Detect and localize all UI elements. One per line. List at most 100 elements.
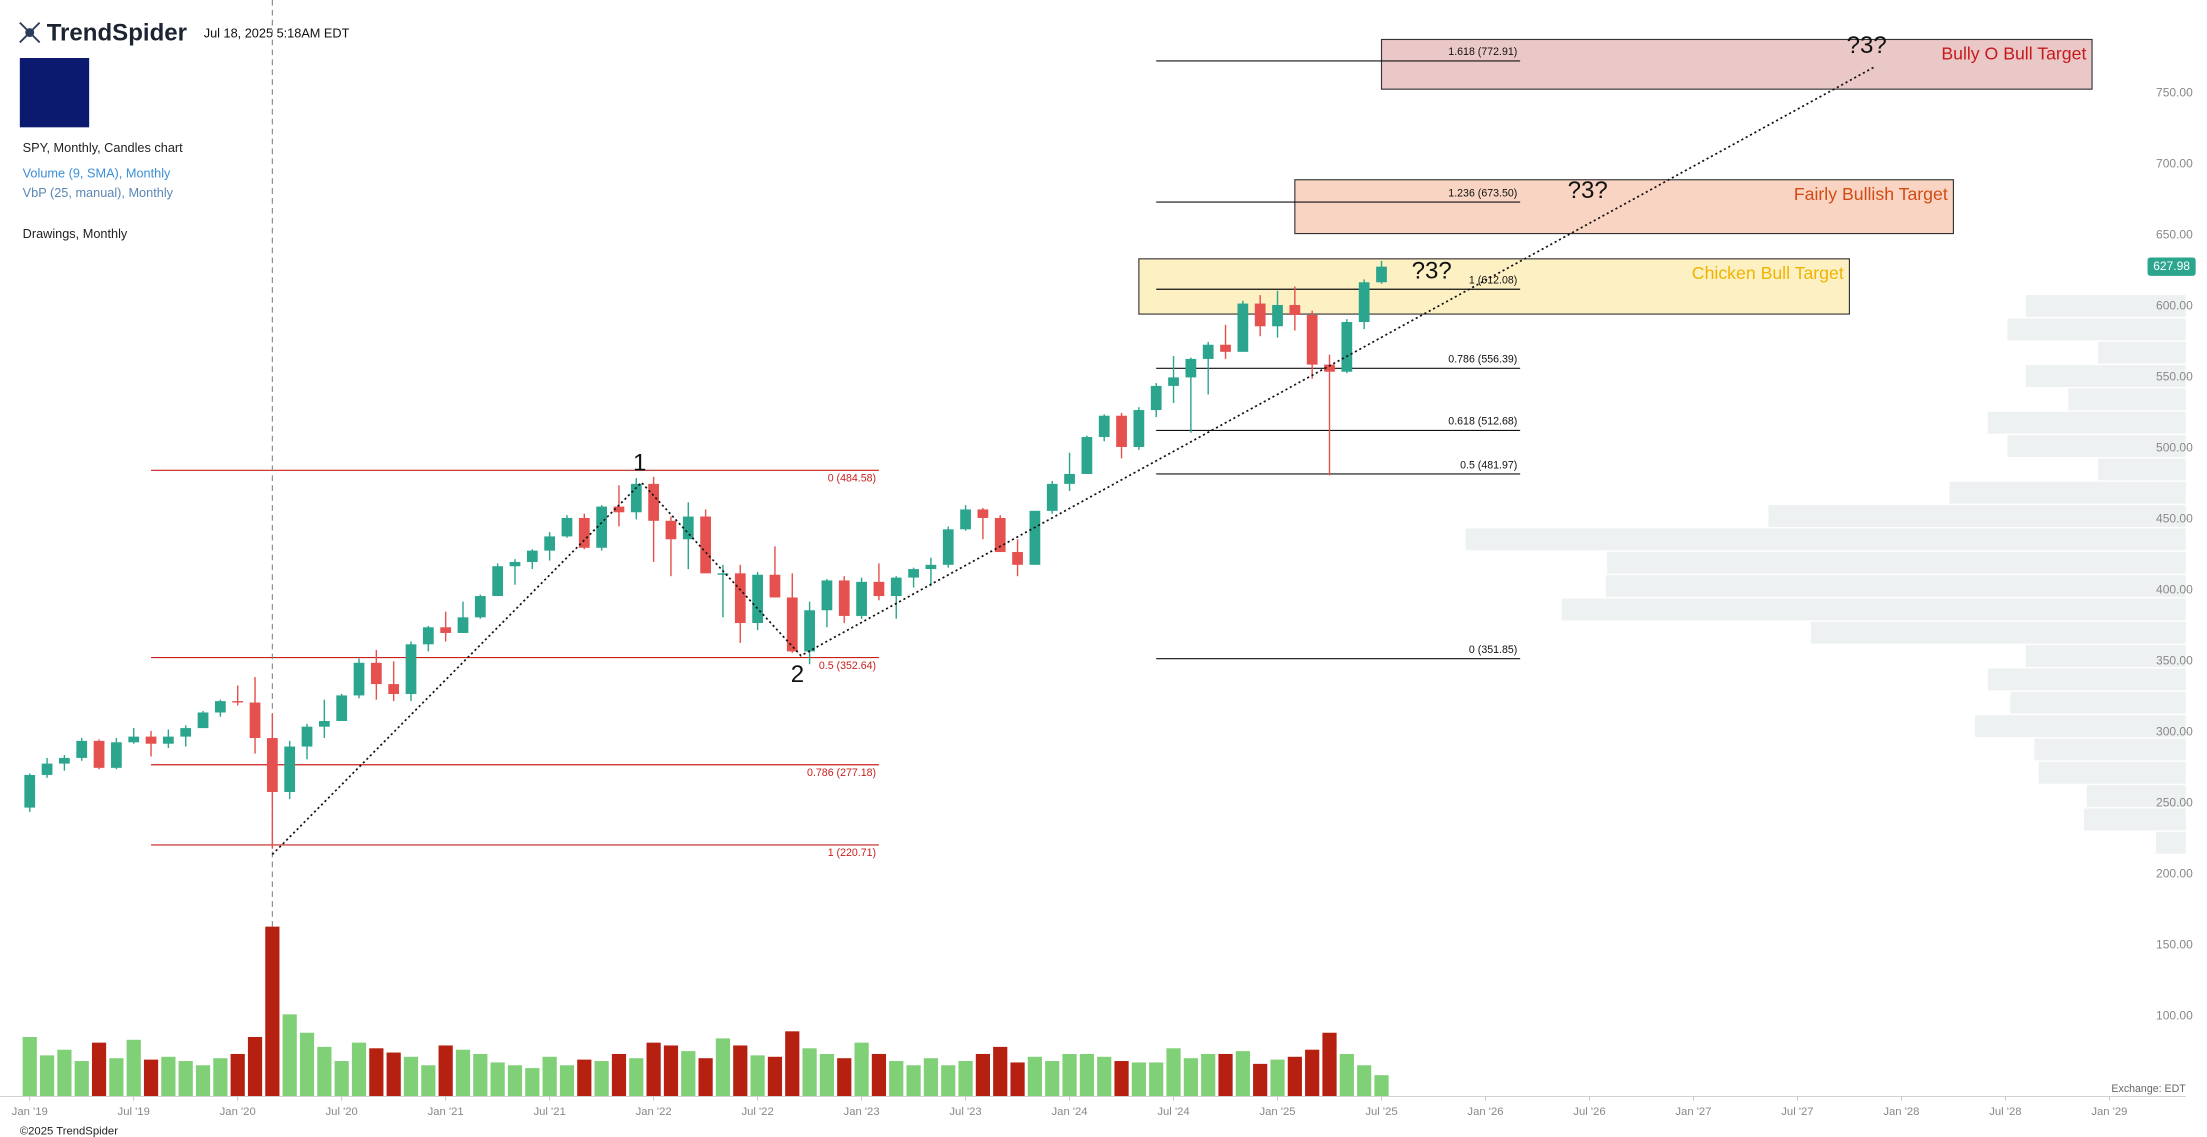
y-tick-label: 650.00 — [2156, 228, 2193, 242]
volume-bar — [854, 1042, 869, 1097]
x-tick-label: Jan '21 — [428, 1106, 464, 1118]
legend-vbp: VbP (25, manual), Monthly — [23, 185, 174, 200]
vbp-bar — [1949, 481, 2186, 504]
candle-body — [630, 483, 642, 513]
volume-bar — [1218, 1053, 1233, 1097]
volume-bar — [195, 1065, 211, 1097]
volume-bar — [282, 1014, 297, 1097]
volume-bar — [1114, 1061, 1129, 1097]
legend-main: SPY, Monthly, Candles chart — [23, 140, 183, 155]
candle-body — [578, 517, 590, 548]
candle-body — [214, 701, 226, 713]
volume-bar — [403, 1056, 419, 1097]
vbp-bar — [1987, 668, 2186, 691]
vbp-bar — [2007, 435, 2186, 457]
vbp-bar — [2025, 365, 2186, 387]
candle-body — [197, 712, 209, 729]
x-tick-label: Jul '28 — [1989, 1106, 2021, 1118]
y-tick-label: 600.00 — [2156, 299, 2193, 313]
candle-body — [1029, 510, 1041, 565]
legend-drawings: Drawings, Monthly — [23, 226, 128, 241]
candle-body — [1116, 415, 1127, 447]
candle-body — [1324, 364, 1335, 372]
candle-body — [1185, 358, 1197, 378]
candle-body — [474, 596, 486, 618]
candle-body — [856, 581, 867, 616]
volume-bar — [975, 1053, 991, 1097]
avatar — [19, 58, 90, 128]
logo-icon — [19, 21, 41, 44]
candle-body — [249, 702, 261, 739]
y-tick-label: 250.00 — [2156, 796, 2193, 810]
volume-bar — [559, 1065, 575, 1097]
candle-body — [942, 529, 954, 565]
candle-body — [1202, 344, 1214, 359]
y-tick-label: 150.00 — [2156, 937, 2193, 951]
x-tick-label: Jul '24 — [1157, 1106, 1189, 1118]
volume-bar — [767, 1056, 783, 1097]
annotation: 1 — [633, 449, 646, 476]
candle-body — [1064, 473, 1075, 484]
vbp-bar — [2098, 458, 2186, 481]
volume-bar — [490, 1062, 505, 1097]
target-box — [1294, 179, 1954, 235]
candle-body — [232, 701, 244, 703]
fib-label: 1 (220.71) — [828, 847, 876, 859]
volume-bar — [1166, 1048, 1181, 1097]
zigzag-drawing — [271, 65, 1876, 856]
candle-body — [838, 580, 850, 616]
volume-bar — [455, 1049, 471, 1097]
candle-body — [1254, 303, 1266, 327]
volume-bar — [1131, 1062, 1146, 1097]
candle-body — [492, 566, 504, 597]
candle-body — [422, 627, 434, 645]
volume-bar — [317, 1046, 332, 1097]
candle-body — [1081, 437, 1093, 474]
candle-body — [804, 610, 815, 652]
fib-label: 0.5 (352.64) — [819, 660, 876, 672]
x-tick-label: Jan '26 — [1467, 1106, 1503, 1118]
fib-label: 1 (612.08) — [1469, 275, 1517, 287]
candle-body — [1272, 304, 1283, 327]
volume-bar — [525, 1068, 540, 1097]
candle-body — [1358, 282, 1370, 323]
volume-bar — [299, 1032, 315, 1097]
vbp-bar — [1974, 715, 2186, 738]
volume-bar — [906, 1065, 921, 1097]
fib-label: 1.236 (673.50) — [1448, 187, 1517, 199]
volume-bar — [1183, 1058, 1198, 1097]
volume-bar — [646, 1042, 661, 1097]
brand: TrendSpider — [47, 19, 187, 46]
x-tick-label: Jan '19 — [12, 1106, 48, 1118]
candle-body — [336, 695, 348, 721]
candle-body — [908, 569, 919, 578]
candle-body — [786, 597, 798, 652]
candle-body — [821, 580, 833, 611]
volume-bar — [57, 1049, 72, 1097]
timestamp: Jul 18, 2025 5:18AM EDT — [204, 25, 350, 40]
volume-bar — [941, 1065, 956, 1097]
candle-body — [93, 740, 105, 768]
candle-body — [1133, 410, 1145, 447]
volume-bar — [265, 926, 280, 1097]
x-tick-label: Jul '20 — [326, 1106, 358, 1118]
exchange: Exchange: EDT — [2111, 1083, 2186, 1095]
y-tick-label: 300.00 — [2156, 725, 2193, 739]
volume-bar — [923, 1058, 939, 1097]
vbp-bar — [2034, 738, 2186, 761]
volume-bar — [109, 1058, 124, 1097]
candle-body — [128, 736, 140, 743]
volume-bar — [507, 1065, 523, 1097]
candle-body — [665, 520, 677, 540]
volume-bar — [993, 1046, 1008, 1097]
vbp-bar — [2086, 785, 2186, 808]
candle-body — [41, 763, 53, 775]
fib-label: 0 (351.85) — [1469, 644, 1517, 656]
candle-body — [1376, 266, 1387, 283]
x-tick-label: Jan '29 — [2091, 1106, 2127, 1118]
volume-bar — [1201, 1053, 1216, 1097]
candle-body — [145, 736, 157, 744]
candle-body — [1237, 303, 1249, 352]
x-tick-label: Jan '27 — [1675, 1106, 1711, 1118]
candle-body — [873, 581, 885, 597]
